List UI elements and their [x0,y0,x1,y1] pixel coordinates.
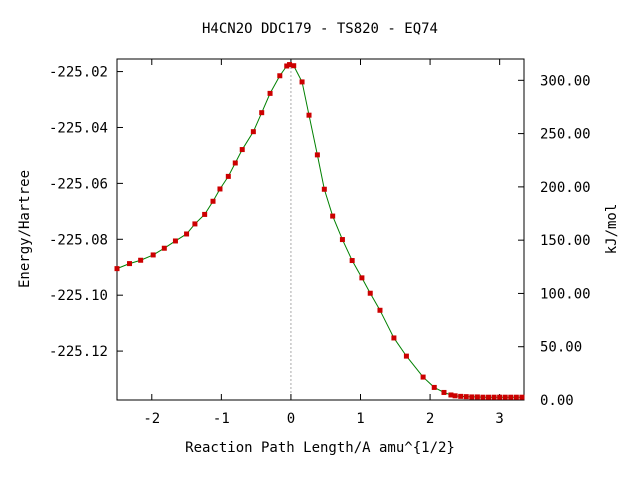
data-point [127,261,133,267]
data-point [367,290,373,296]
data-point [210,198,216,204]
data-point [502,394,508,400]
data-point [284,63,290,69]
data-point [391,335,397,341]
y-tick-label: -225.02 [49,65,108,81]
data-point [431,384,437,390]
data-point [330,213,336,219]
x-tick-label: 2 [426,411,434,427]
data-point [491,394,497,400]
chart-title: H4CN2O DDC179 - TS820 - EQ74 [202,21,438,37]
data-point [217,186,223,192]
data-point [420,374,426,380]
y2-axis-label: kJ/mol [604,204,620,255]
data-point [138,257,144,263]
y-tick-label: -225.04 [49,120,108,136]
data-point [250,129,256,135]
data-point [306,112,312,118]
x-tick-label: -2 [143,411,160,427]
y2-tick-label: 50.00 [540,340,582,356]
x-tick-label: 0 [287,411,295,427]
data-point [377,307,383,313]
data-point [359,275,365,281]
y2-tick-label: 100.00 [540,286,591,302]
y2-tick-label: 150.00 [540,233,591,249]
data-point [114,266,120,272]
data-point [172,238,178,244]
data-point [469,394,475,400]
x-axis-label: Reaction Path Length/A amu^{1/2} [185,440,455,456]
data-point [519,394,525,400]
energy-curve [116,64,522,398]
data-point [403,353,409,359]
data-point [259,110,265,116]
y2-tick-label: 250.00 [540,127,591,143]
data-point [458,393,464,399]
data-point [277,73,283,79]
data-point [192,221,198,227]
data-point [441,389,447,395]
data-point [497,394,503,400]
y-tick-label: -225.12 [49,344,108,360]
data-point [339,237,345,243]
data-point [508,394,514,400]
y2-tick-label: 0.00 [540,393,574,409]
data-point [452,393,458,399]
x-tick-label: 3 [495,411,503,427]
data-point [161,245,167,251]
data-point [239,147,245,153]
data-point [314,152,320,158]
data-point [184,231,190,237]
y-tick-label: -225.10 [49,288,108,304]
data-point [486,394,492,400]
plot-area [116,58,525,401]
data-point [480,394,486,400]
x-tick-label: -1 [213,411,230,427]
x-tick-label: 1 [356,411,364,427]
data-point [349,258,355,264]
y-axis-label: Energy/Hartree [17,170,33,288]
y-tick-label: -225.08 [49,232,108,248]
energy-points [114,62,525,400]
data-point [150,252,156,258]
data-point [474,394,480,400]
y2-axis: 300.00 250.00 200.00 150.00 100.00 50.00 0.00 [518,73,591,409]
data-point [321,186,327,192]
data-point [299,79,305,85]
data-point [463,394,469,400]
x-axis: -2 -1 0 1 2 3 [143,59,504,427]
data-point [232,160,238,166]
data-point [225,173,231,179]
y2-tick-label: 200.00 [540,180,591,196]
data-point [202,211,208,217]
data-point [291,63,297,69]
data-point [513,394,519,400]
y2-tick-label: 300.00 [540,73,591,89]
data-point [287,62,293,68]
data-point [267,90,273,96]
data-point [448,392,454,398]
y-tick-label: -225.06 [49,176,108,192]
y-axis: -225.02 -225.04 -225.06 -225.08 -225.10 -225.… [49,65,123,360]
